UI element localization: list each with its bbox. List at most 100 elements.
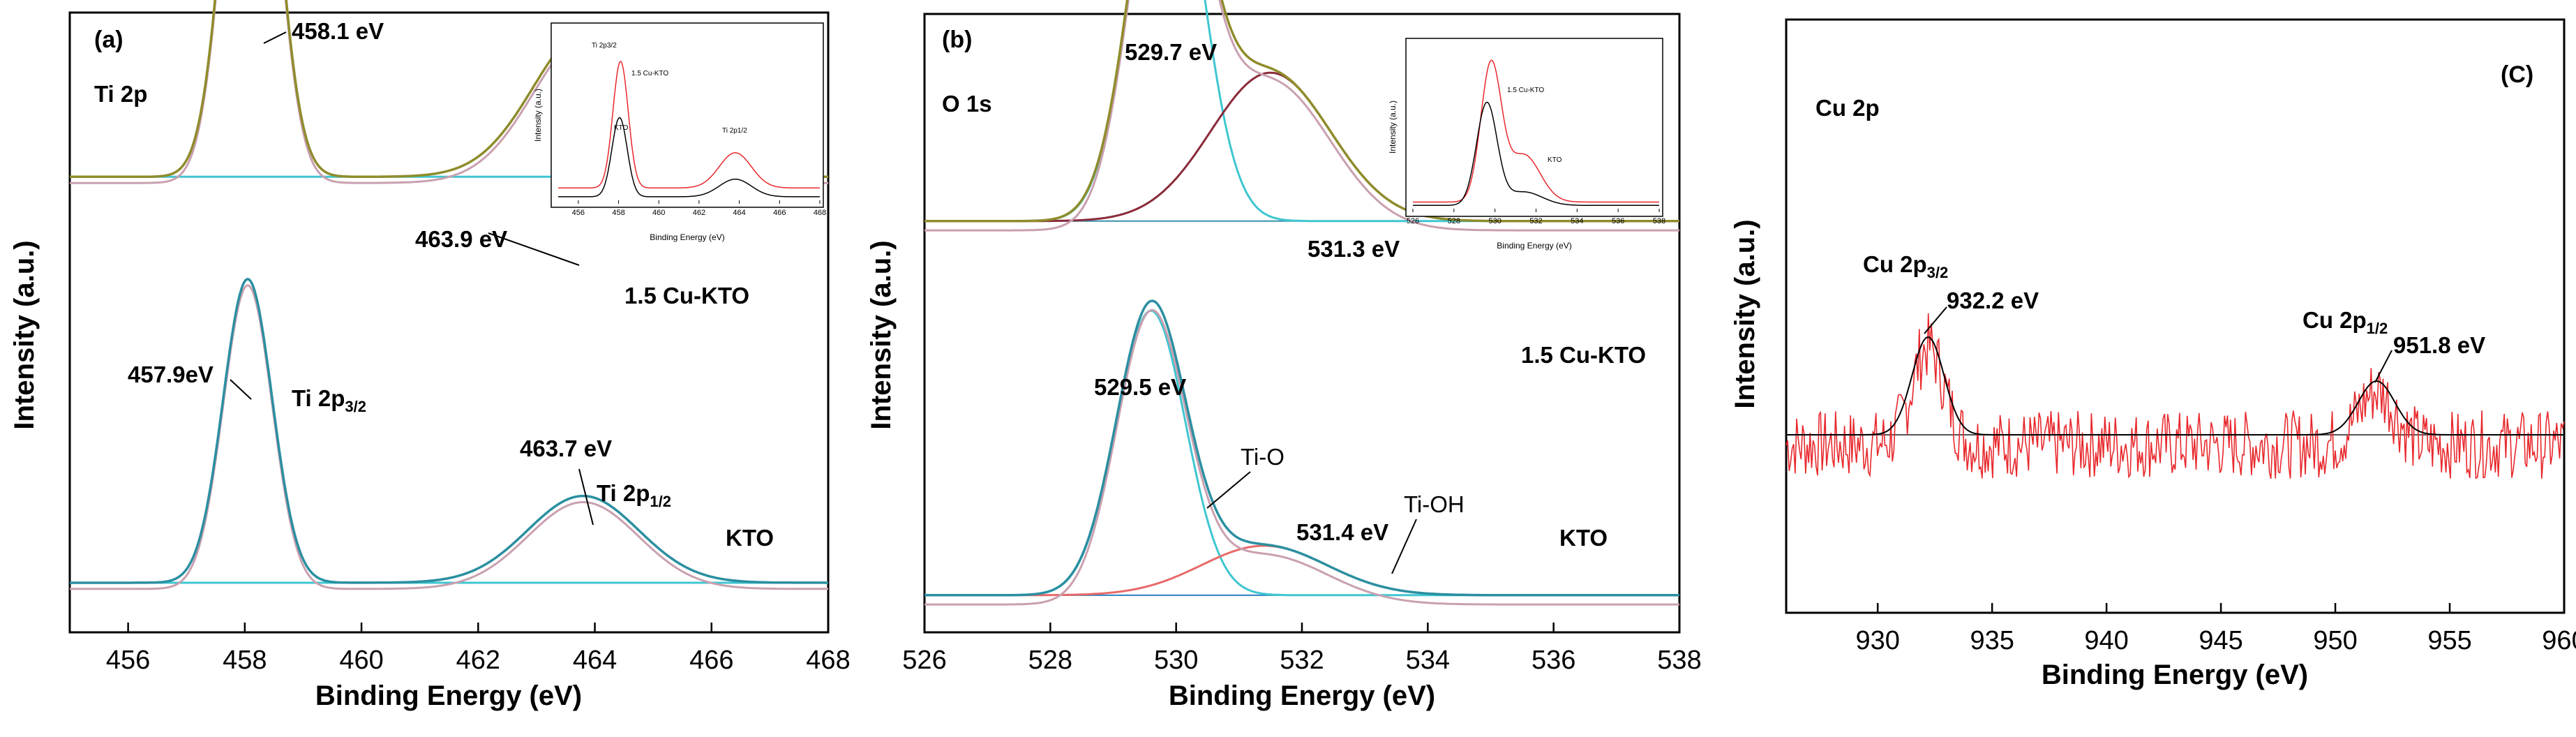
panel-b-xlabel: Binding Energy (eV) [1169,680,1435,711]
panel-a-inset-frame [551,22,824,208]
panel-b-xtick-label-6: 538 [1657,646,1701,675]
panel-b-title: O 1s [942,91,992,117]
panel-a-inset-xtick-label-5: 466 [773,209,786,217]
panel-c-peak-label-1-sub: 3/2 [1927,264,1949,281]
panel-a-inset-label-kto: KTO [614,124,629,132]
panel-a-inset-xlabel: Binding Energy (eV) [650,232,724,242]
panel-b-ann-2: 531.3 eV [1308,236,1400,262]
panel-c-peak-label-1: Cu 2p3/2 [1863,251,1948,281]
panel-c-peak-label-2-sub: 1/2 [2367,320,2388,337]
panel-c-letter: (C) [2501,61,2533,88]
panel-c-curves [1785,313,2565,479]
panel-a-inset: 456 458 460 462 464 466 468 Binding Energy (eV… [533,22,826,242]
panel-a-xtick-label-6: 468 [806,646,850,675]
panel-b-inset-ylabel: Intensity (a.u.) [1388,100,1398,154]
panel-a-peak-label-2-main: Ti 2p [597,480,650,506]
panel-b-inset-xtick-label-3: 532 [1529,217,1542,225]
panel-c-xtick-label-0: 930 [1855,626,1899,655]
panel-c-peak-label-1-main: Cu 2p [1863,251,1927,277]
panel-b-inset-label-kto: KTO [1548,156,1562,164]
panel-a-ann-3: 457.9eV [128,362,214,387]
panel-b: 526 528 530 532 534 536 538 Binding Energy (eV… [902,0,1702,711]
panel-a-series-1-component-1 [70,495,828,584]
panel-a-inset-ylabel: Intensity (a.u.) [533,89,543,142]
panel-a-inset-curve-0 [558,61,820,189]
panel-c-xtick-label-2: 940 [2084,626,2128,655]
panel-a-inset-xtick-label-6: 468 [814,209,826,217]
panel-b-inset-curve-1 [1413,101,1659,207]
panel-a: 456 458 460 462 464 466 468 Binding Energy (eV… [68,0,851,711]
panel-a-sample-cu: 1.5 Cu-KTO [624,283,749,308]
panel-b-ann-1: 529.7 eV [1125,39,1217,65]
panel-a-inset-xtick-label-4: 464 [733,209,745,217]
panel-b-letter: (b) [942,27,972,53]
panel-a-inset-xtick-label-3: 462 [693,209,705,217]
panel-a-sample-kto: KTO [726,525,774,551]
panel-b-series-0-raw [924,0,1679,232]
panel-c-peak-label-2: Cu 2p1/2 [2302,307,2388,337]
panel-a-inset-curves [558,61,820,198]
panel-a-xtick-label-4: 464 [573,646,617,675]
panel-b-inset-label-cu: 1.5 Cu-KTO [1507,87,1544,94]
panel-c-xtick-label-1: 935 [1970,626,2014,655]
panel-a-ann-4: 463.7 eV [520,436,612,461]
panel-b-inset-xtick-label-6: 538 [1653,217,1665,225]
panel-b-xtick-label-1: 528 [1028,646,1072,675]
panel-b-xtick-label-0: 526 [902,646,946,675]
panel-a-inset-peak-1: Ti 2p3/2 [592,42,617,50]
panel-b-sample-kto: KTO [1559,525,1608,551]
panel-c-arrow-1 [1924,306,1947,334]
panel-a-xtick-label-5: 466 [689,646,733,675]
panel-b-inset: 526 528 530 532 534 536 538 Binding Energy (eV… [1388,38,1665,251]
panel-a-xtick-label-2: 460 [339,646,383,675]
panel-b-arrow-tioh [1391,519,1417,574]
panel-a-ann-1: 458.1 eV [292,18,384,44]
panel-b-xtick-label-3: 532 [1280,646,1324,675]
panel-b-ann-4: 531.4 eV [1296,519,1388,545]
panel-a-arrow-3 [230,379,252,400]
panel-c-frame [1785,18,2566,614]
panel-a-inset-ticks: 456 458 460 462 464 466 468 [572,200,826,217]
panel-c-xtick-label-4: 950 [2313,626,2357,655]
panel-b-inset-frame [1405,38,1663,217]
panel-b-ann-3: 529.5 eV [1094,374,1186,400]
panel-b-xtick-label-5: 536 [1532,646,1575,675]
panel-b-curves [924,0,1679,606]
panel-a-series-1-raw [70,284,828,590]
panel-a-peak-label-1-sub: 3/2 [345,398,366,415]
panel-a-inset-xtick-label-1: 458 [612,209,624,217]
panel-b-series-0-envelope [924,0,1679,223]
panel-b-component-tioh: Ti-OH [1404,491,1465,517]
panel-a-ylabel: Intensity (a.u.) [9,240,40,429]
panel-c-xtick-label-6: 960 [2542,626,2576,655]
panel-b-inset-curves [1413,59,1659,207]
panel-b-series-1-envelope [924,299,1679,597]
panel-c-ylabel: Intensity (a.u.) [1730,219,1760,408]
panel-c-title: Cu 2p [1815,95,1880,121]
panel-a-xtick-label-3: 462 [456,646,500,675]
panel-b-ticks: 526 528 530 532 534 536 538 [902,623,1702,675]
panel-a-ticks: 456 458 460 462 464 466 468 [106,623,851,675]
panel-a-peak-label-2-sub: 1/2 [650,493,671,510]
panel-a-series-1-envelope [70,278,828,584]
panel-a-inset-xtick-label-0: 456 [572,209,585,217]
panel-b-component-tio: Ti-O [1241,444,1285,470]
panel-c-xtick-label-5: 955 [2427,626,2471,655]
panel-b-sample-cu: 1.5 Cu-KTO [1521,342,1646,368]
panel-c-xlabel: Binding Energy (eV) [2042,660,2308,690]
panel-a-inset-label-cu: 1.5 Cu-KTO [631,70,668,77]
panel-a-inset-peak-2: Ti 2p1/2 [722,127,747,135]
panel-c-arrow-2 [2374,350,2392,383]
panel-a-peak-label-2: Ti 2p1/2 [597,480,671,510]
panel-b-inset-curve-0 [1413,59,1659,203]
panel-a-arrow-4 [578,468,594,526]
panel-b-inset-xtick-label-1: 528 [1448,217,1460,225]
panel-a-xtick-label-0: 456 [106,646,150,675]
panel-a-letter: (a) [94,27,123,53]
panel-c-ann-2: 951.8 eV [2393,332,2485,358]
panel-a-inset-curve-1 [558,117,820,198]
panel-b-arrow-tio [1206,471,1251,509]
panel-b-inset-ticks: 526 528 530 532 534 536 538 [1407,209,1665,225]
panel-c-fit [1786,336,2564,436]
